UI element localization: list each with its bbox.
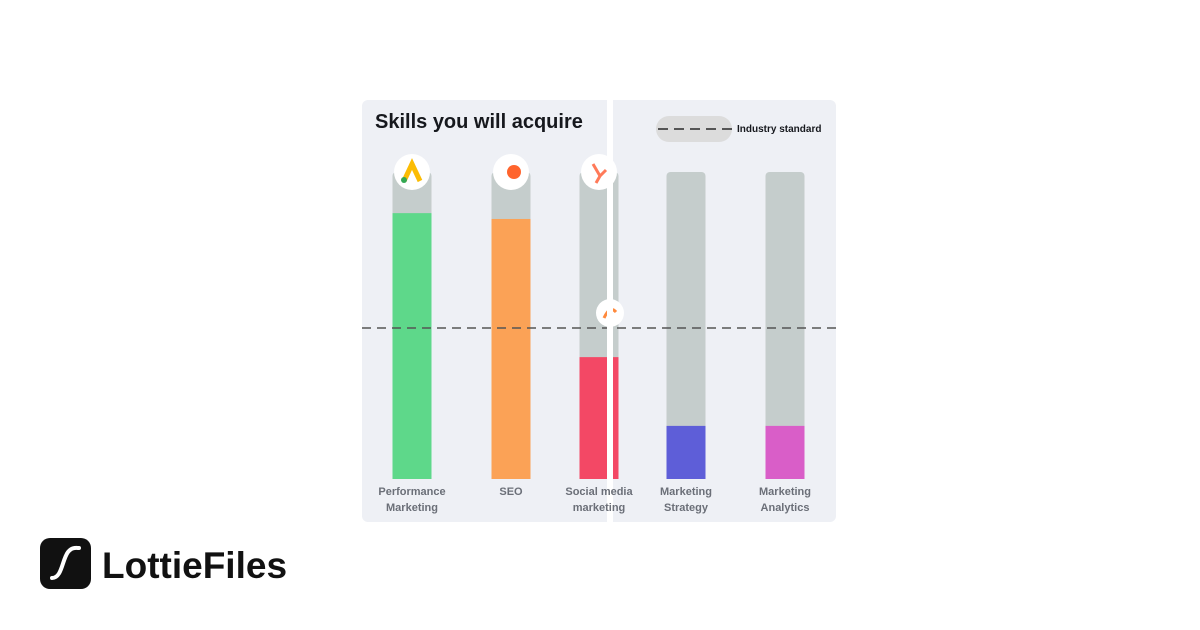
- brand-logo: [40, 538, 91, 589]
- brand-logo-mark: [50, 545, 81, 580]
- bar: [392, 213, 432, 479]
- bar: [765, 425, 805, 479]
- x-tick-label: Marketing Strategy: [660, 486, 712, 514]
- x-tick-label: Performance Marketing: [378, 486, 446, 514]
- divider: [607, 100, 613, 522]
- legend-label: Industry standard: [737, 124, 821, 135]
- bar: [666, 425, 706, 479]
- chart-title: Skills you will acquire: [375, 111, 583, 133]
- bar-track: [765, 172, 805, 479]
- x-tick-label: SEO: [499, 486, 523, 498]
- bar-track: [666, 172, 706, 479]
- bar: [491, 218, 531, 479]
- brand-name: LottieFiles: [102, 545, 287, 586]
- x-tick-label: Marketing Analytics: [759, 486, 811, 514]
- x-tick-label: Social media marketing: [565, 486, 633, 514]
